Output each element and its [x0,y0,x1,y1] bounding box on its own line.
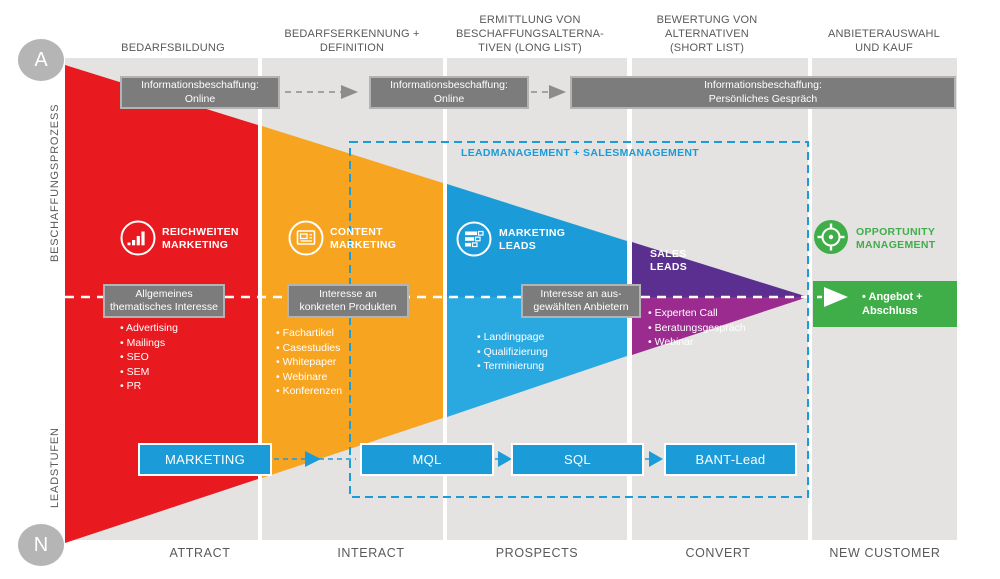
lead-stage-sql: SQL [511,443,644,476]
target-icon [814,220,848,254]
column-footer-interact: INTERACT [337,546,405,560]
bullet-list-purple: Experten CallBeratungsgesprächWebinar [648,306,746,350]
info-arrow-icon-2 [549,85,566,99]
lead-arrow-icon-1 [305,451,321,467]
bullet-item: Whitepaper [276,355,342,370]
bullet-item: Terminierung [477,359,548,374]
funnel-segment-purple-top [632,242,808,297]
column-header-1: BEDARFSBILDUNG [121,42,225,54]
bullet-item: Experten Call [648,306,746,321]
bullet-item: Landingpage [477,330,548,345]
stage-label-sales-leads: SALES LEADS [650,248,688,273]
bullet-list-blue: LandingpageQualifizierungTerminierung [477,330,548,374]
column-footer-convert: CONVERT [685,546,751,560]
bullet-item: Webinare [276,370,342,385]
marker-n-label: N [33,533,49,556]
offer-arrow-icon [824,287,848,307]
offer-box [813,281,957,327]
interest-box-2: Interesse an konkreten Produkten [287,284,409,318]
leadmanagement-dashed-frame [349,141,809,498]
bullet-item: PR [120,379,178,394]
marker-a-label: A [34,48,48,71]
lead-stage-marketing: MARKETING [138,443,272,476]
bullet-item: SEM [120,365,178,380]
stage-label-reichweiten-marketing: REICHWEITEN MARKETING [162,226,239,251]
info-box-online-2: Informationsbeschaffung: Online [369,76,529,109]
offer-label: • Angebot + Abschluss [862,291,923,317]
bullet-item: Konferenzen [276,384,343,399]
column-header-4: BEWERTUNG VON ALTERNATIVEN (SHORT LIST) [656,14,758,54]
bullet-item: Fachartikel [276,326,342,341]
stage-label-content-marketing: CONTENT MARKETING [330,226,397,251]
bullet-list-orange: FachartikelCasestudiesWhitepaperWebinare… [276,326,343,399]
bullet-list-red: AdvertisingMailingsSEOSEMPR [120,321,178,394]
info-box-persoenlich: Informationsbeschaffung: Persönliches Ge… [570,76,956,109]
column-footer-new-customer: NEW CUSTOMER [829,546,941,560]
newspaper-icon [288,220,324,256]
lead-arrow-icon-3 [649,451,663,467]
bullet-item: Webinar [648,335,746,350]
column-header-2: BEDARFSERKENNUNG + DEFINITION [284,28,420,54]
bar-chart-icon [120,220,156,256]
lead-stage-bant: BANT-Lead [664,443,797,476]
column-footer-prospects: PROSPECTS [495,546,579,560]
stage-label-opportunity-management: OPPORTUNITY MANAGEMENT [856,226,936,251]
bullet-item: Beratungsgespräch [648,321,746,336]
interest-box-3: Interesse an aus- gewählten Anbietern [521,284,641,318]
lead-stage-mql: MQL [360,443,494,476]
leads-axis-label: LEADSTUFEN [49,427,61,508]
funnel-segment-blue-top [447,184,627,297]
bullet-item: Qualifizierung [477,345,548,360]
info-arrow-icon-1 [341,85,358,99]
leadmanagement-label: LEADMANAGEMENT + SALESMANAGEMENT [461,147,699,159]
column-header-5: ANBIETERAUSWAHL UND KAUF [827,28,940,54]
axis-marker-n: N [18,524,64,566]
bullet-item: Casestudies [276,341,342,356]
stage-label-marketing-leads: MARKETING LEADS [499,227,566,252]
interest-box-1: Allgemeines thematisches Interesse [103,284,225,318]
info-box-online-1: Informationsbeschaffung: Online [120,76,280,109]
list-icon [456,221,492,257]
lead-arrow-icon-2 [498,451,512,467]
bullet-item: Advertising [120,321,178,336]
process-axis-label: BESCHAFFUNGSPROZESS [49,103,61,262]
bullet-item: Mailings [120,336,178,351]
column-header-3: ERMITTLUNG VON BESCHAFFUNGSALTERNA- TIVE… [455,14,605,54]
column-footer-attract: ATTRACT [169,546,231,560]
axis-marker-a: A [18,39,64,81]
bullet-item: SEO [120,350,178,365]
